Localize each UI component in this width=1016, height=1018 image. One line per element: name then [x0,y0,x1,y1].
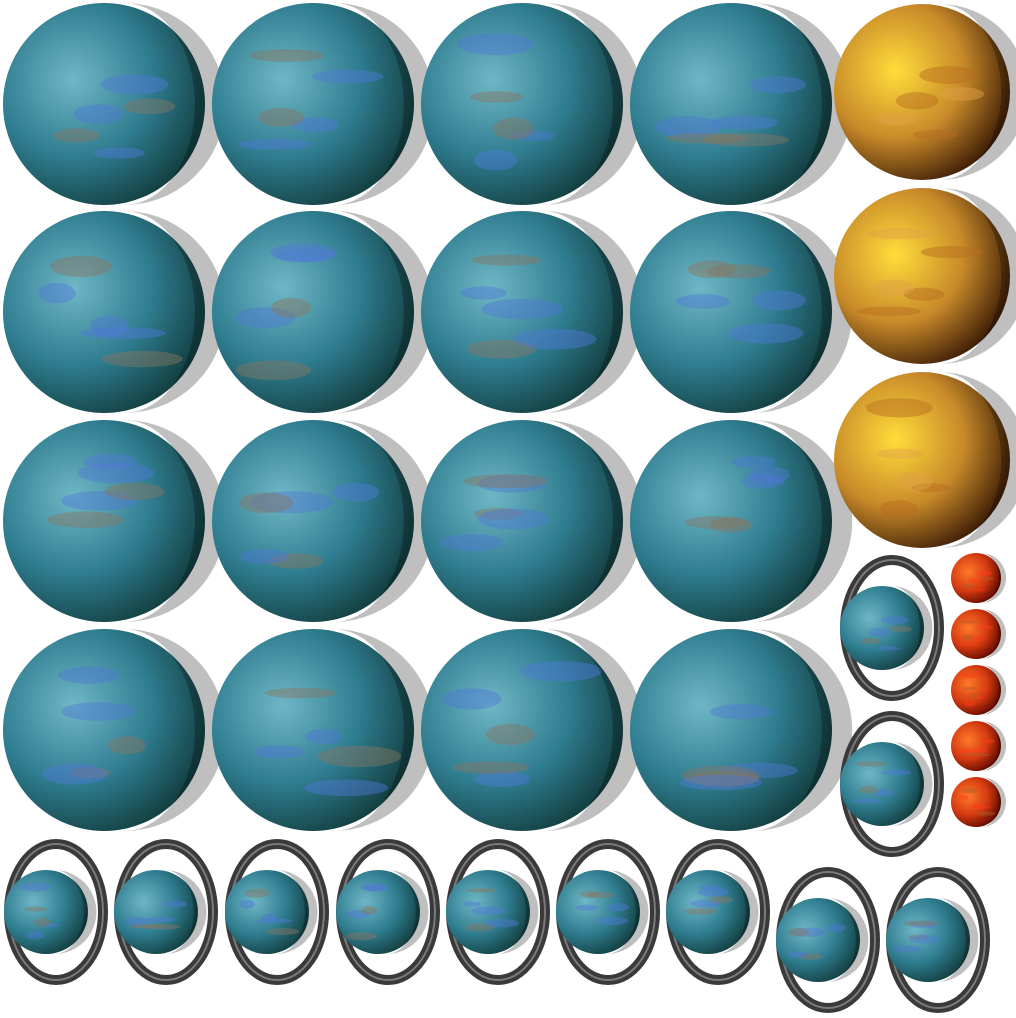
large-ocean-planet [212,420,435,622]
large-ocean-planet-body [630,211,832,413]
large-ocean-planet-body [421,3,623,205]
small-lava-planet [951,721,1006,771]
ringed-ocean-planet [114,839,218,985]
ringed-ocean-planet [886,867,990,1013]
large-desert-planet-body [834,4,1010,180]
large-ocean-planet [3,629,226,831]
large-ocean-planet-body [3,420,205,622]
ringed-ocean-planet-body [556,870,640,954]
large-ocean-planet [3,211,226,413]
ringed-ocean-planet-body [776,898,860,982]
large-ocean-planet [212,211,435,413]
large-desert-planet-body [834,188,1010,364]
small-lava-planet-body [951,665,1001,715]
large-desert-planet [834,188,1016,364]
large-desert-planet [834,4,1016,180]
ringed-ocean-planet-body [114,870,198,954]
small-lava-planet-body [951,777,1001,827]
ringed-ocean-planet [666,839,770,985]
large-ocean-planet [630,211,853,413]
large-ocean-planet [421,211,644,413]
large-ocean-planet [421,420,644,622]
large-ocean-planet-body [630,3,832,205]
large-ocean-planet-body [3,629,205,831]
ringed-ocean-planet [4,839,108,985]
large-ocean-planet-body [421,629,623,831]
ringed-ocean-planet-body [225,870,309,954]
large-desert-planet-body [834,372,1010,548]
large-ocean-planet-body [212,3,414,205]
small-lava-planet [951,609,1006,659]
large-ocean-planet [421,629,644,831]
large-ocean-planet [212,629,435,831]
large-ocean-planet-body [3,3,205,205]
ringed-ocean-planet-body [886,898,970,982]
ringed-ocean-planet-body [446,870,530,954]
ringed-ocean-planet [556,839,660,985]
small-lava-planet-body [951,721,1001,771]
ringed-ocean-planet [225,839,329,985]
large-ocean-planet-body [630,629,832,831]
large-ocean-planet-body [212,629,414,831]
large-ocean-planet [630,3,853,205]
ringed-ocean-planet-body [840,586,924,670]
ringed-ocean-planet-body [840,742,924,826]
large-ocean-planet-body [212,420,414,622]
large-ocean-planet [630,629,853,831]
ringed-ocean-planet [776,867,880,1013]
ringed-ocean-planet-body [666,870,750,954]
ringed-ocean-planet-body [336,870,420,954]
large-ocean-planet [630,420,853,622]
small-lava-planet [951,777,1006,827]
large-ocean-planet-body [212,211,414,413]
ringed-ocean-planet-body [4,870,88,954]
small-lava-planet [951,553,1006,603]
large-ocean-planet [212,3,435,205]
large-ocean-planet-body [630,420,832,622]
small-lava-planet-body [951,609,1001,659]
ringed-ocean-planet [446,839,550,985]
large-ocean-planet [3,420,226,622]
large-ocean-planet [421,3,644,205]
small-lava-planet [951,665,1006,715]
large-ocean-planet-body [421,420,623,622]
large-desert-planet [834,372,1016,548]
ringed-ocean-planet [840,555,944,701]
ringed-ocean-planet [840,711,944,857]
small-lava-planet-body [951,553,1001,603]
ringed-ocean-planet [336,839,440,985]
large-ocean-planet [3,3,226,205]
large-ocean-planet-body [421,211,623,413]
large-ocean-planet-body [3,211,205,413]
